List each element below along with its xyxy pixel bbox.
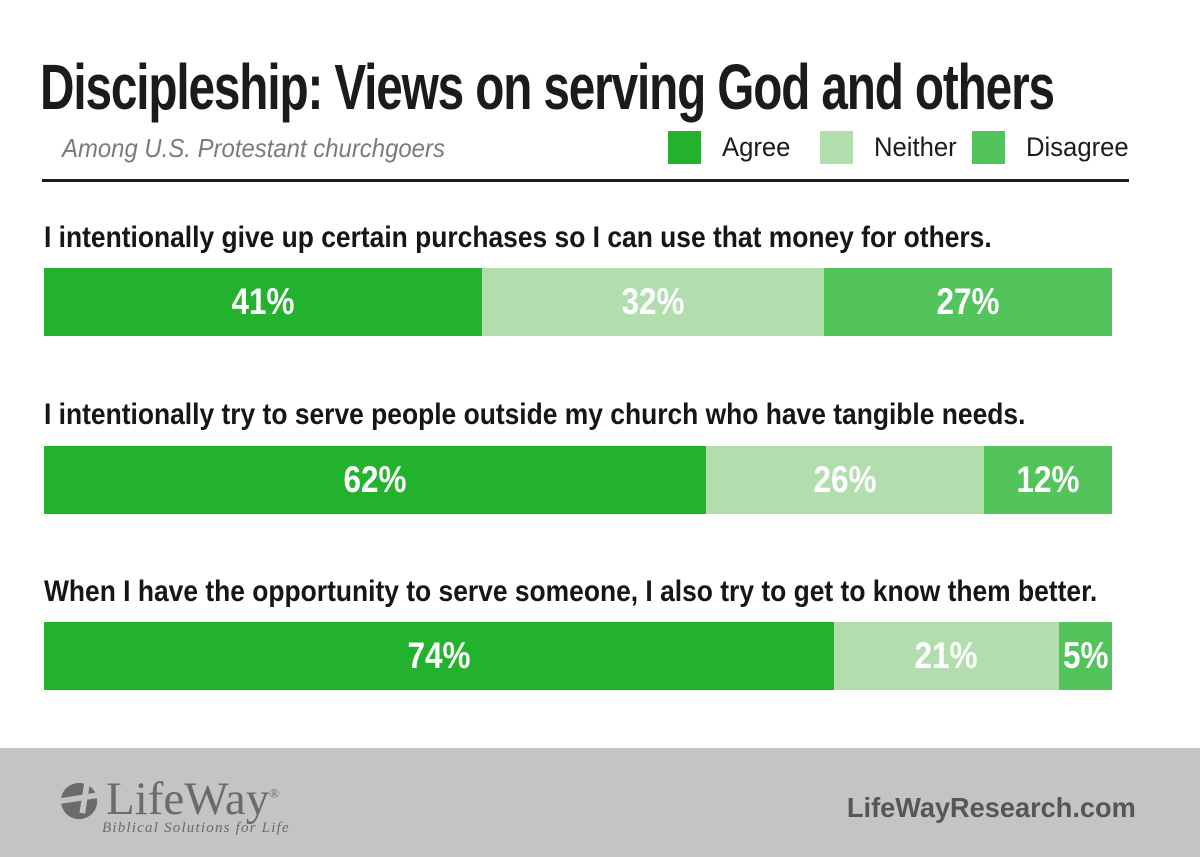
bar-row-2: 62% 26% 12%	[44, 446, 1112, 514]
bar-segment-disagree: 27%	[823, 268, 1112, 336]
header-divider-rule	[42, 179, 1129, 182]
bar-segment-value: 5%	[1062, 635, 1109, 676]
bar-segment-value: 26%	[813, 459, 877, 500]
bar-segment-value: 62%	[343, 459, 407, 500]
bar-segment-neither: 26%	[706, 446, 984, 514]
bar-segment-value: 27%	[936, 281, 1000, 322]
question-label-1: I intentionally give up certain purchase…	[44, 221, 992, 254]
question-label-3: When I have the opportunity to serve som…	[44, 575, 1098, 608]
lifeway-logo: LifeWay® Biblical Solutions for Life	[60, 773, 360, 848]
bar-segment-neither: 32%	[481, 268, 824, 336]
brand-text: LifeWay®	[106, 773, 280, 825]
bar-segment-value: 74%	[407, 635, 471, 676]
page-title: Discipleship: Views on serving God and o…	[40, 51, 1055, 123]
bar-segment-value: 21%	[914, 635, 978, 676]
legend-label-agree: Agree	[722, 132, 791, 162]
bar-row-3: 74% 21% 5%	[44, 622, 1112, 690]
bar-segment-disagree: 12%	[983, 446, 1112, 514]
research-site-text: LifeWayResearch.com	[847, 792, 1136, 823]
brand-tagline: Biblical Solutions for Life	[102, 820, 290, 836]
footer-band: LifeWay® Biblical Solutions for Life Lif…	[0, 748, 1200, 857]
question-label-2: I intentionally try to serve people outs…	[44, 398, 1026, 431]
disagree-swatch-icon	[972, 131, 1005, 164]
bar-row-1: 41% 32% 27%	[44, 268, 1112, 336]
bar-segment-disagree: 5%	[1058, 622, 1112, 690]
agree-swatch-icon	[668, 131, 701, 164]
bar-segment-value: 41%	[231, 281, 295, 322]
registered-mark: ®	[269, 785, 280, 801]
neither-swatch-icon	[820, 131, 853, 164]
bar-segment-agree: 74%	[44, 622, 835, 690]
globe-cross-icon	[60, 780, 102, 820]
bar-segment-value: 32%	[621, 281, 685, 322]
bar-segment-neither: 21%	[834, 622, 1059, 690]
legend-label-disagree: Disagree	[1026, 132, 1129, 162]
legend-label-neither: Neither	[874, 132, 957, 162]
page-subtitle: Among U.S. Protestant churchgoers	[62, 133, 445, 163]
bar-segment-value: 12%	[1016, 459, 1080, 500]
bar-segment-agree: 41%	[44, 268, 482, 336]
bar-segment-agree: 62%	[44, 446, 707, 514]
